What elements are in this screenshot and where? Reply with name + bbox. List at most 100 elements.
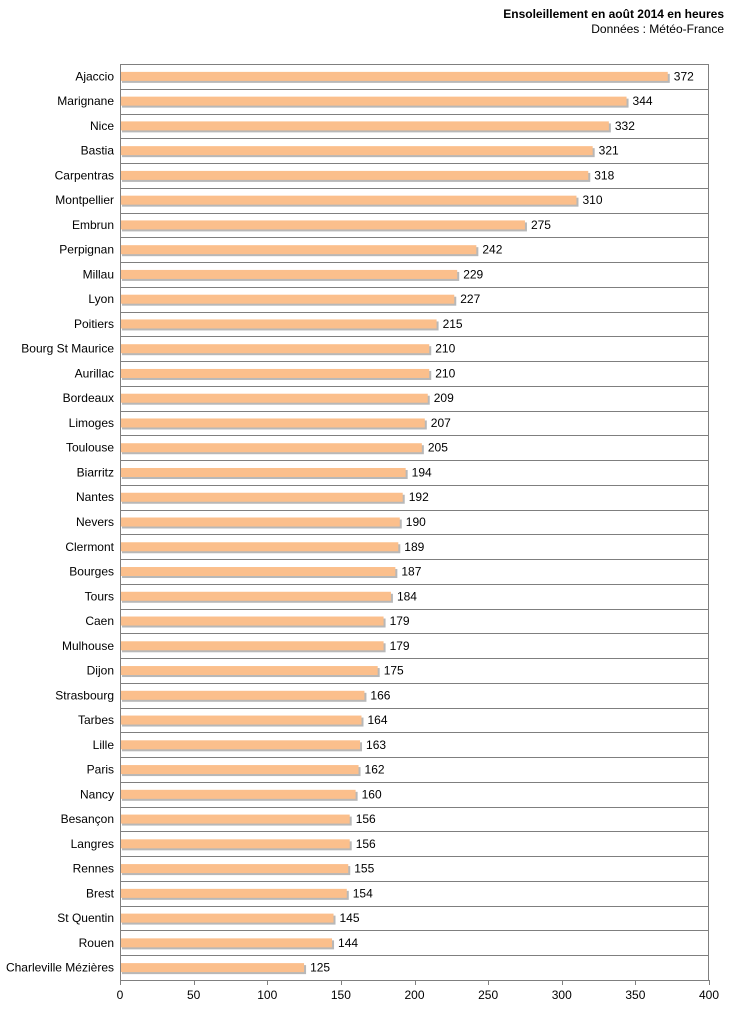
value-label: 194 — [412, 465, 432, 479]
category-label: Montpellier — [55, 193, 114, 207]
bar — [121, 567, 396, 577]
value-label: 145 — [340, 911, 360, 925]
value-label: 321 — [599, 144, 619, 158]
value-label: 229 — [463, 267, 483, 281]
category-label: Nice — [90, 119, 114, 133]
bar — [121, 393, 428, 403]
value-label: 275 — [531, 218, 551, 232]
category-label: Toulouse — [66, 441, 114, 455]
category-label: Rennes — [73, 862, 114, 876]
category-label: Nevers — [76, 515, 114, 529]
value-label: 184 — [397, 589, 417, 603]
category-label: St Quentin — [57, 911, 114, 925]
category-label: Clermont — [65, 540, 114, 554]
category-label: Marignane — [57, 94, 114, 108]
bar — [121, 443, 422, 453]
category-label: Paris — [87, 763, 114, 777]
value-label: 156 — [356, 812, 376, 826]
bar — [121, 839, 350, 849]
value-label: 210 — [435, 342, 455, 356]
bar — [121, 864, 349, 874]
category-label: Besançon — [61, 812, 114, 826]
value-label: 144 — [338, 936, 358, 950]
chart-title: Ensoleillement en août 2014 en heures — [503, 7, 724, 21]
value-label: 192 — [409, 490, 429, 504]
bar — [121, 368, 430, 378]
grid-lines — [120, 64, 709, 981]
category-label: Mulhouse — [62, 639, 114, 653]
bar — [121, 740, 361, 750]
bar — [121, 715, 362, 725]
x-tick-label: 250 — [478, 988, 498, 1002]
value-label: 160 — [362, 787, 382, 801]
labels: 0 50 100 150 200 250 300 350 400 Ajaccio 372 Marign… — [6, 69, 719, 1002]
category-label: Strasbourg — [55, 688, 114, 702]
category-label: Bastia — [81, 144, 115, 158]
value-label: 210 — [435, 366, 455, 380]
bar — [121, 591, 391, 601]
category-label: Tarbes — [78, 713, 114, 727]
value-label: 156 — [356, 837, 376, 851]
value-label: 344 — [633, 94, 653, 108]
category-label: Rouen — [79, 936, 114, 950]
value-label: 332 — [615, 119, 635, 133]
chart-subtitle: Données : Météo-France — [591, 22, 724, 36]
bar — [121, 963, 305, 973]
bar — [121, 195, 577, 205]
bar — [121, 641, 384, 651]
bar — [121, 938, 333, 948]
category-label: Aurillac — [75, 366, 114, 380]
x-tick-label: 350 — [625, 988, 645, 1002]
value-label: 179 — [390, 639, 410, 653]
bar — [121, 666, 378, 676]
category-label: Lyon — [88, 292, 114, 306]
value-label: 164 — [367, 713, 387, 727]
bar — [121, 96, 627, 106]
bar — [121, 542, 399, 552]
value-label: 318 — [594, 168, 614, 182]
bar — [121, 492, 403, 502]
bar — [121, 71, 668, 81]
category-label: Millau — [83, 267, 114, 281]
x-tick-label: 50 — [187, 988, 201, 1002]
value-label: 372 — [674, 69, 694, 83]
value-label: 166 — [370, 688, 390, 702]
category-label: Tours — [85, 589, 114, 603]
x-tick-label: 200 — [404, 988, 424, 1002]
value-label: 227 — [460, 292, 480, 306]
bar — [121, 146, 593, 156]
x-tick-label: 100 — [257, 988, 277, 1002]
bar — [121, 294, 455, 304]
value-label: 242 — [482, 243, 502, 257]
bar — [121, 245, 477, 255]
value-label: 189 — [404, 540, 424, 554]
bar — [121, 170, 589, 180]
category-label: Langres — [71, 837, 114, 851]
bar — [121, 467, 406, 477]
category-label: Limoges — [69, 416, 114, 430]
value-label: 205 — [428, 441, 448, 455]
category-label: Dijon — [87, 664, 114, 678]
value-label: 125 — [310, 961, 330, 975]
bar — [121, 690, 365, 700]
category-label: Biarritz — [77, 465, 114, 479]
value-label: 154 — [353, 886, 373, 900]
bar — [121, 418, 425, 428]
category-label: Ajaccio — [75, 69, 114, 83]
x-tick-label: 0 — [117, 988, 124, 1002]
bar — [121, 319, 437, 329]
x-tick-label: 150 — [331, 988, 351, 1002]
bar — [121, 814, 350, 824]
bar — [121, 616, 384, 626]
value-label: 163 — [366, 738, 386, 752]
value-label: 187 — [401, 565, 421, 579]
bar — [121, 269, 458, 279]
bar — [121, 765, 359, 775]
category-label: Bordeaux — [63, 391, 114, 405]
value-label: 155 — [354, 862, 374, 876]
bar — [121, 121, 609, 131]
category-label: Caen — [85, 614, 114, 628]
bars — [121, 71, 670, 975]
axes — [120, 64, 710, 985]
